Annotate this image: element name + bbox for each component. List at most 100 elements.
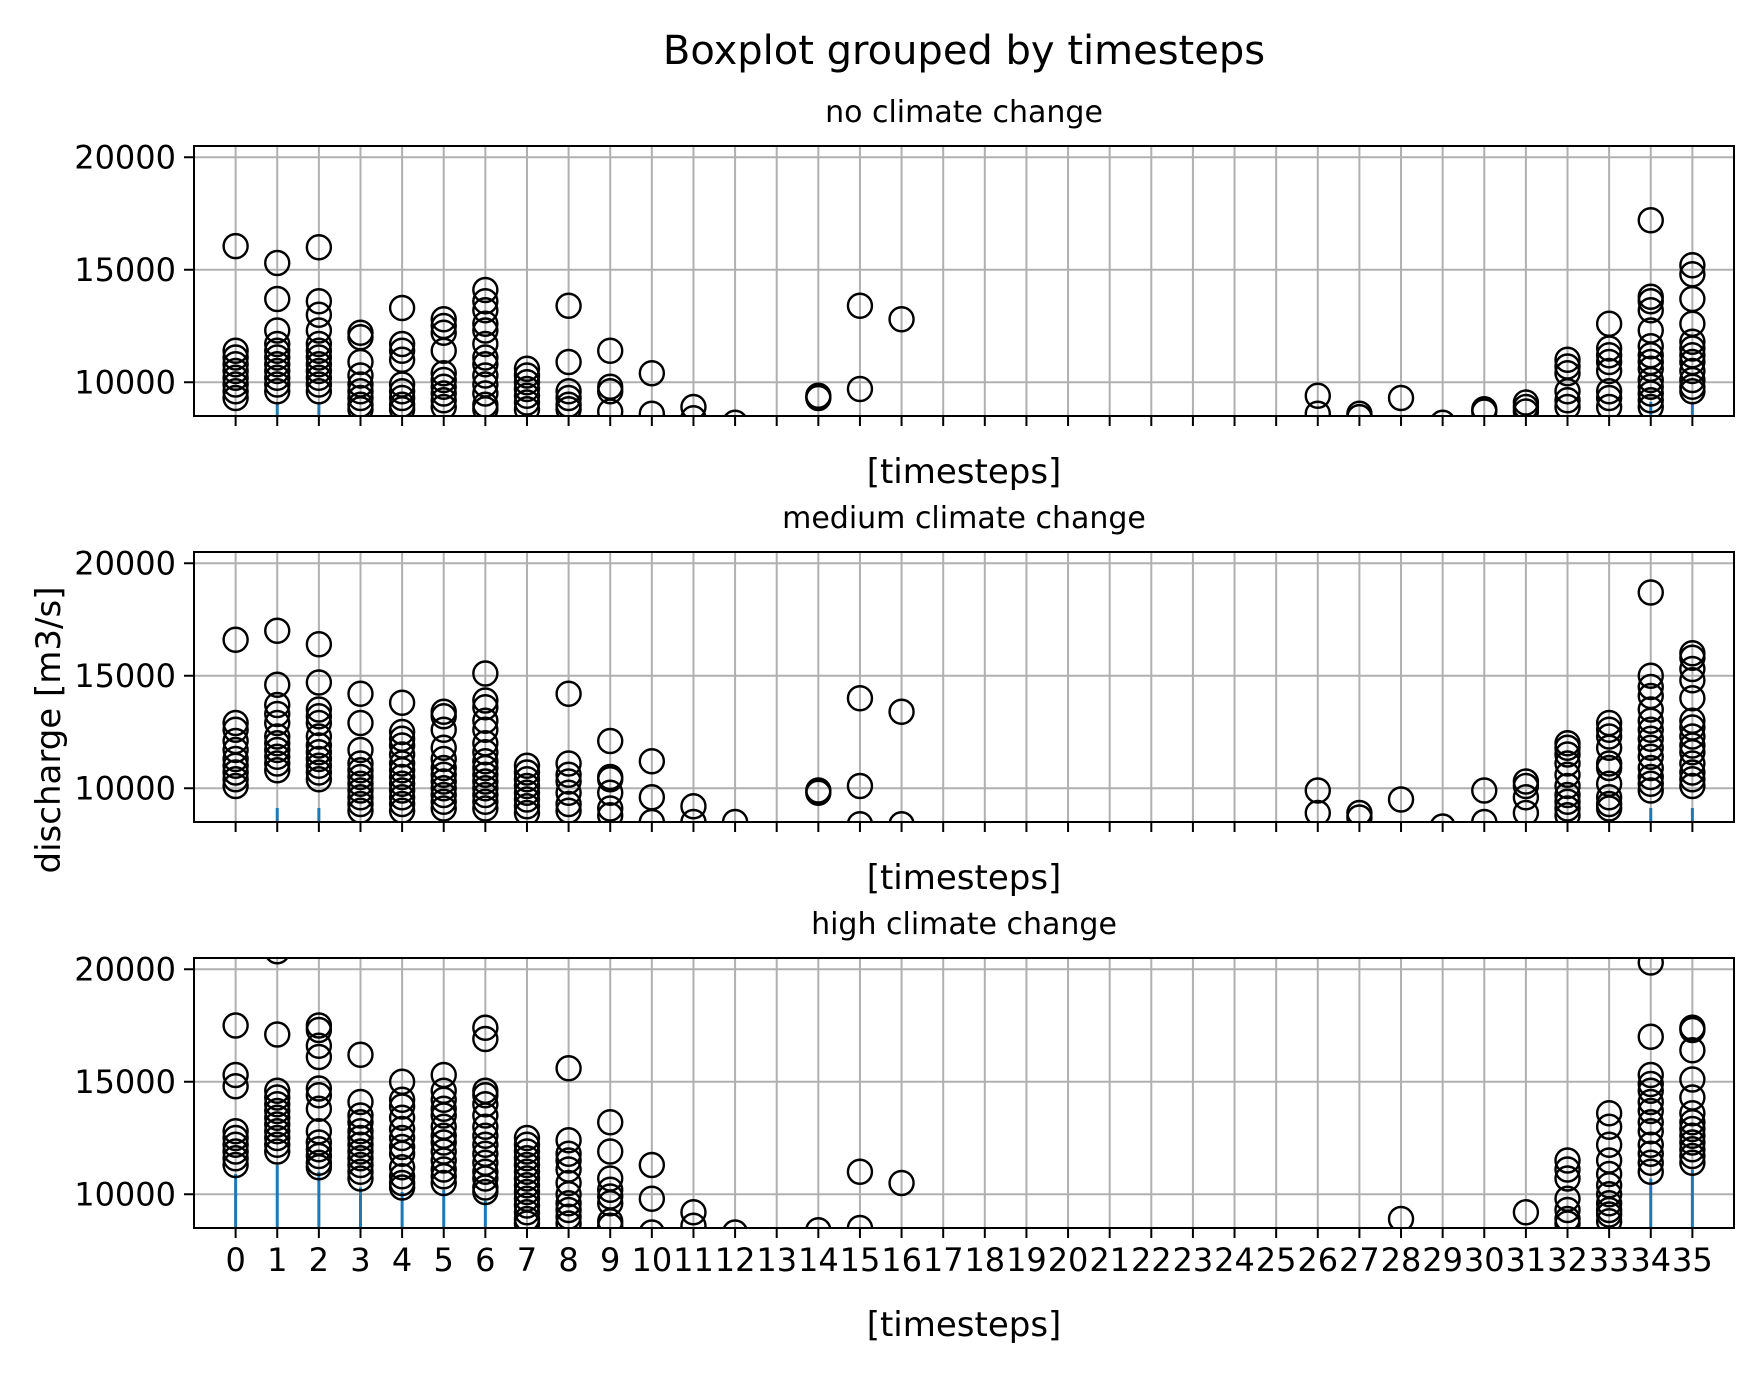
x-tick-label: 6 <box>475 1241 495 1279</box>
flier-point <box>347 362 374 389</box>
flier-point <box>347 1158 374 1185</box>
flier-point <box>513 362 541 389</box>
x-tick-label: 27 <box>1339 1241 1380 1279</box>
flier-point <box>1679 644 1706 671</box>
flier-point <box>1471 808 1498 822</box>
panel-title: no climate change <box>825 95 1103 130</box>
flier-point <box>305 1075 333 1102</box>
flier-point <box>388 763 416 791</box>
flier-point <box>222 232 249 260</box>
flier-point <box>472 380 499 407</box>
flier-point <box>680 405 707 416</box>
flier-point <box>555 384 582 412</box>
chart-title: Boxplot grouped by timesteps <box>663 28 1265 74</box>
flier-point <box>555 1196 582 1224</box>
flier-point <box>222 364 249 391</box>
flier-point <box>722 1219 748 1228</box>
x-tick-label: 32 <box>1547 1241 1588 1279</box>
flier-point <box>430 768 457 795</box>
flier-point <box>472 694 499 721</box>
flier-point <box>513 786 541 813</box>
flier-point <box>222 709 249 737</box>
flier-point <box>1679 328 1706 355</box>
flier-point <box>305 766 333 793</box>
flier-point <box>1679 732 1706 759</box>
flier-point <box>430 360 457 387</box>
flier-point <box>805 1217 832 1228</box>
y-tick-label: 20000 <box>74 544 176 582</box>
flier-point <box>1595 795 1623 822</box>
panel-2: 10000 15000 20000 medium climate change [tim… <box>74 501 1735 898</box>
flier-point <box>1637 777 1664 804</box>
flier-point <box>1637 380 1664 407</box>
flier-point <box>305 357 333 385</box>
flier-point <box>222 716 249 743</box>
flier-point <box>513 355 541 382</box>
flier-point <box>222 736 249 764</box>
flier-point <box>597 398 624 416</box>
flier-point <box>347 1102 374 1129</box>
flier-point <box>597 766 624 793</box>
x-tick-label: 34 <box>1630 1241 1671 1279</box>
flier-point <box>1471 398 1498 416</box>
x-tick-label: 9 <box>600 1241 620 1279</box>
flier-point <box>846 1158 874 1185</box>
flier-point <box>305 739 333 766</box>
flier-point <box>388 1163 416 1190</box>
flier-point <box>264 736 291 764</box>
flier-point <box>305 317 333 344</box>
flier-point <box>347 680 374 707</box>
flier-point <box>472 1102 499 1129</box>
flier-point <box>1595 784 1623 811</box>
flier-point <box>1595 348 1623 376</box>
flier-point <box>597 378 624 405</box>
flier-point <box>388 1154 416 1181</box>
x-tick-label: 7 <box>517 1241 537 1279</box>
flier-point <box>1512 784 1540 811</box>
flier-point <box>1595 1181 1623 1208</box>
flier-point <box>1637 1109 1664 1136</box>
flier-point <box>1387 1205 1415 1228</box>
x-tick-label: 20 <box>1048 1241 1089 1279</box>
flier-point <box>347 396 374 416</box>
flier-point <box>430 745 457 773</box>
flier-point <box>264 723 291 750</box>
flier-point <box>1595 754 1623 782</box>
flier-point <box>388 396 416 416</box>
flier-point <box>1595 342 1623 369</box>
flier-point <box>388 1093 416 1120</box>
flier-point <box>264 750 291 777</box>
flier-point <box>1595 1160 1623 1188</box>
flier-point <box>347 1124 374 1152</box>
flier-point <box>347 1041 374 1068</box>
flier-point <box>1595 716 1623 743</box>
flier-point <box>1346 403 1373 416</box>
flier-point <box>680 1212 707 1228</box>
x-tick-label: 25 <box>1256 1241 1297 1279</box>
x-tick-label: 18 <box>964 1241 1005 1279</box>
flier-point <box>1679 1109 1706 1136</box>
x-tick-label: 1 <box>267 1241 287 1279</box>
flier-point <box>472 1091 499 1118</box>
flier-point <box>1595 723 1623 750</box>
flier-point <box>597 779 624 806</box>
flier-point <box>1554 393 1581 416</box>
data-marks <box>222 958 1706 1228</box>
flier-point <box>888 811 915 822</box>
flier-point <box>388 1124 416 1152</box>
x-tick-label: 30 <box>1464 1241 1505 1279</box>
flier-point <box>222 1124 249 1152</box>
flier-point <box>222 766 249 793</box>
x-tick-label: 12 <box>715 1241 756 1279</box>
flier-point <box>513 1192 541 1219</box>
flier-point <box>1679 772 1706 800</box>
flier-point <box>472 1025 499 1053</box>
flier-point <box>555 790 582 818</box>
flier-point <box>1637 1097 1664 1125</box>
flier-point <box>222 1012 249 1039</box>
flier-point <box>1304 382 1331 409</box>
x-tick-label: 31 <box>1506 1241 1547 1279</box>
data-marks <box>222 207 1706 416</box>
flier-point <box>430 373 457 400</box>
flier-point <box>555 1210 582 1228</box>
